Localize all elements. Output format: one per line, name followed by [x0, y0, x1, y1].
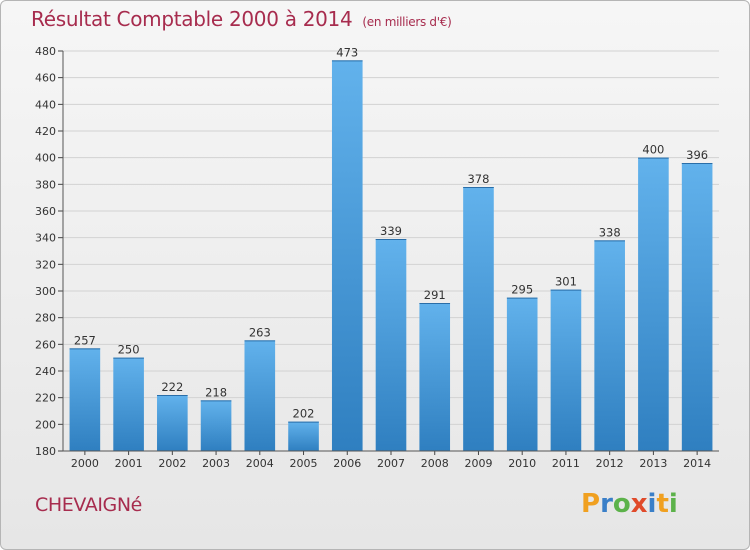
bar [157, 395, 188, 451]
y-tick-label: 480 [35, 45, 56, 58]
commune-name: CHEVAIGNé [35, 494, 142, 516]
y-axis-ticks: 180 200 220 240 260 280 300 320 340 360 380 400 420 4… [35, 45, 63, 458]
x-tick-label: 2000 [71, 457, 99, 470]
y-tick-label: 240 [35, 365, 56, 378]
chart-title: Résultat Comptable 2000 à 2014 (en millie… [31, 7, 452, 31]
bar [69, 348, 101, 451]
value-label: 263 [249, 325, 271, 339]
x-tick-label: 2014 [683, 457, 711, 470]
value-labels: 257 250 222 218 263 202 473 339 291 378 295 301 338 4… [74, 45, 708, 420]
bar [288, 421, 319, 451]
bar [638, 157, 669, 451]
bar [113, 357, 144, 451]
value-label: 473 [336, 45, 358, 59]
x-tick-label: 2001 [115, 457, 143, 470]
logo-letter: i [668, 489, 678, 519]
bar [244, 340, 276, 451]
x-tick-label: 2007 [377, 457, 405, 470]
proxiti-logo: Proxiti [581, 489, 678, 519]
x-tick-label: 2008 [421, 457, 449, 470]
y-tick-label: 460 [35, 72, 56, 85]
x-tick-label: 2009 [464, 457, 492, 470]
bars [69, 60, 713, 451]
x-tick-label: 2002 [158, 457, 186, 470]
bar [200, 400, 232, 451]
value-label: 338 [599, 225, 621, 239]
bar [681, 163, 713, 451]
value-label: 250 [118, 343, 140, 357]
y-tick-label: 440 [35, 98, 56, 111]
value-label: 257 [74, 333, 96, 347]
logo-letter: t [656, 489, 669, 519]
chart-unit: (en milliers d'€) [362, 15, 452, 29]
x-tick-label: 2012 [596, 457, 624, 470]
y-tick-label: 340 [35, 232, 56, 245]
value-label: 295 [511, 283, 533, 297]
axes [62, 51, 719, 452]
bar [419, 303, 451, 451]
bar [375, 239, 407, 451]
bar [463, 187, 494, 451]
value-label: 400 [642, 143, 664, 157]
logo-letter: i [647, 489, 657, 519]
y-tick-label: 360 [35, 205, 56, 218]
x-tick-label: 2004 [246, 457, 274, 470]
x-axis-ticks: 2000 2001 2002 2003 2004 2005 2006 2007 2008 2009… [71, 451, 711, 470]
y-tick-label: 300 [35, 285, 56, 298]
value-label: 222 [161, 380, 183, 394]
value-label: 396 [686, 148, 708, 162]
logo-letter: P [581, 489, 601, 519]
logo-letter: o [612, 489, 631, 519]
x-tick-label: 2006 [333, 457, 361, 470]
logo-letter: r [600, 489, 613, 519]
value-label: 301 [555, 275, 577, 289]
bar [594, 240, 625, 451]
x-tick-label: 2011 [552, 457, 580, 470]
y-tick-label: 320 [35, 258, 56, 271]
y-tick-label: 380 [35, 178, 56, 191]
y-tick-label: 220 [35, 392, 56, 405]
x-tick-label: 2005 [290, 457, 318, 470]
x-tick-label: 2013 [639, 457, 667, 470]
chart-title-text: Résultat Comptable 2000 à 2014 [31, 7, 353, 31]
logo-letter: x [630, 489, 648, 519]
y-tick-label: 400 [35, 152, 56, 165]
value-label: 339 [380, 224, 402, 238]
y-tick-label: 260 [35, 338, 56, 351]
value-label: 218 [205, 385, 227, 399]
value-label: 378 [467, 172, 489, 186]
value-label: 202 [293, 407, 315, 421]
value-label: 291 [424, 288, 446, 302]
y-tick-label: 280 [35, 312, 56, 325]
bar [331, 60, 363, 451]
y-tick-label: 200 [35, 418, 56, 431]
x-tick-label: 2003 [202, 457, 230, 470]
bar [506, 297, 538, 451]
y-tick-label: 420 [35, 125, 56, 138]
bar [550, 289, 582, 451]
x-tick-label: 2010 [508, 457, 536, 470]
y-tick-label: 180 [35, 445, 56, 458]
